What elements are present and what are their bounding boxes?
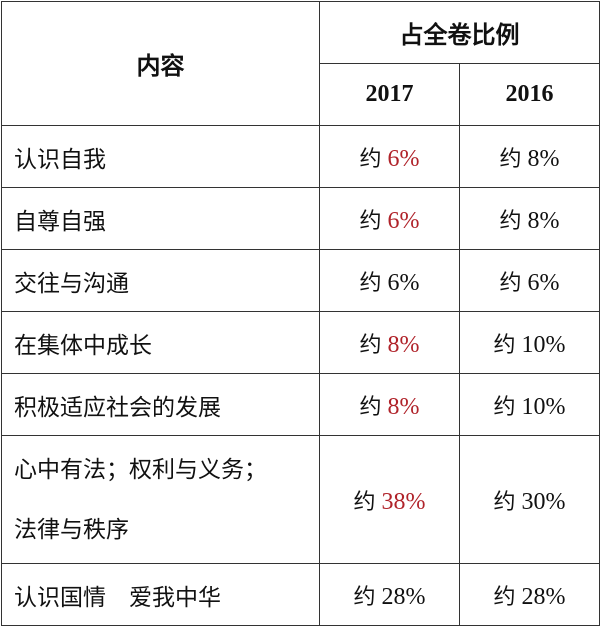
header-ratio: 占全卷比例 [319, 1, 600, 64]
prefix-text: 约 [493, 489, 516, 515]
prefix-text: 约 [353, 584, 376, 610]
row-item: 交往与沟通 [1, 249, 320, 312]
prefix-text: 约 [359, 146, 382, 172]
table-row: 心中有法；权利与义务； 法律与秩序 约 38% 约 30% [1, 435, 600, 564]
cell-2017: 约 6% [319, 125, 460, 188]
table-row: 认识自我 约 6% 约 8% [1, 125, 600, 188]
prefix-text: 约 [353, 489, 376, 515]
value-2017: 6% [387, 145, 420, 172]
cell-2016: 约 30% [459, 435, 600, 564]
row-item: 认识国情 爱我中华 [1, 563, 320, 626]
row-item: 在集体中成长 [1, 311, 320, 374]
prefix-text: 约 [499, 270, 522, 296]
table-row: 交往与沟通 约 6% 约 6% [1, 249, 600, 312]
value-2016: 8% [527, 207, 560, 234]
header-year-2017: 2017 [319, 63, 460, 126]
cell-2016: 约 10% [459, 311, 600, 374]
table-row: 积极适应社会的发展 约 8% 约 10% [1, 373, 600, 436]
value-2017: 38% [381, 488, 426, 515]
value-2016: 30% [521, 488, 566, 515]
cell-2017: 约 8% [319, 311, 460, 374]
cell-2017: 约 38% [319, 435, 460, 564]
value-2016: 6% [527, 269, 560, 296]
cell-2017: 约 6% [319, 249, 460, 312]
row-item: 认识自我 [1, 125, 320, 188]
prefix-text: 约 [359, 270, 382, 296]
cell-2016: 约 6% [459, 249, 600, 312]
value-2016: 10% [521, 393, 566, 420]
row-item-line: 心中有法；权利与义务； [14, 456, 267, 483]
value-2016: 8% [527, 145, 560, 172]
prefix-text: 约 [493, 332, 516, 358]
prefix-text: 约 [499, 146, 522, 172]
prefix-text: 约 [359, 332, 382, 358]
prefix-text: 约 [359, 208, 382, 234]
value-2016: 10% [521, 331, 566, 358]
cell-2016: 约 10% [459, 373, 600, 436]
value-2016: 28% [521, 583, 566, 610]
prefix-text: 约 [359, 394, 382, 420]
cell-2016: 约 28% [459, 563, 600, 626]
header-content: 内容 [1, 1, 320, 126]
cell-2016: 约 8% [459, 125, 600, 188]
cell-2016: 约 8% [459, 187, 600, 250]
value-2017: 6% [387, 207, 420, 234]
cell-2017: 约 28% [319, 563, 460, 626]
value-2017: 6% [387, 269, 420, 296]
value-2017: 8% [387, 393, 420, 420]
row-item: 自尊自强 [1, 187, 320, 250]
cell-2017: 约 8% [319, 373, 460, 436]
row-item: 积极适应社会的发展 [1, 373, 320, 436]
table-row: 自尊自强 约 6% 约 8% [1, 187, 600, 250]
row-item: 心中有法；权利与义务； 法律与秩序 [1, 435, 320, 564]
table-row: 认识国情 爱我中华 约 28% 约 28% [1, 563, 600, 626]
cell-2017: 约 6% [319, 187, 460, 250]
prefix-text: 约 [493, 584, 516, 610]
value-2017: 8% [387, 331, 420, 358]
prefix-text: 约 [499, 208, 522, 234]
row-item-line: 法律与秩序 [14, 516, 129, 543]
value-2017: 28% [381, 583, 426, 610]
table-row: 在集体中成长 约 8% 约 10% [1, 311, 600, 374]
prefix-text: 约 [493, 394, 516, 420]
header-year-2016: 2016 [459, 63, 600, 126]
